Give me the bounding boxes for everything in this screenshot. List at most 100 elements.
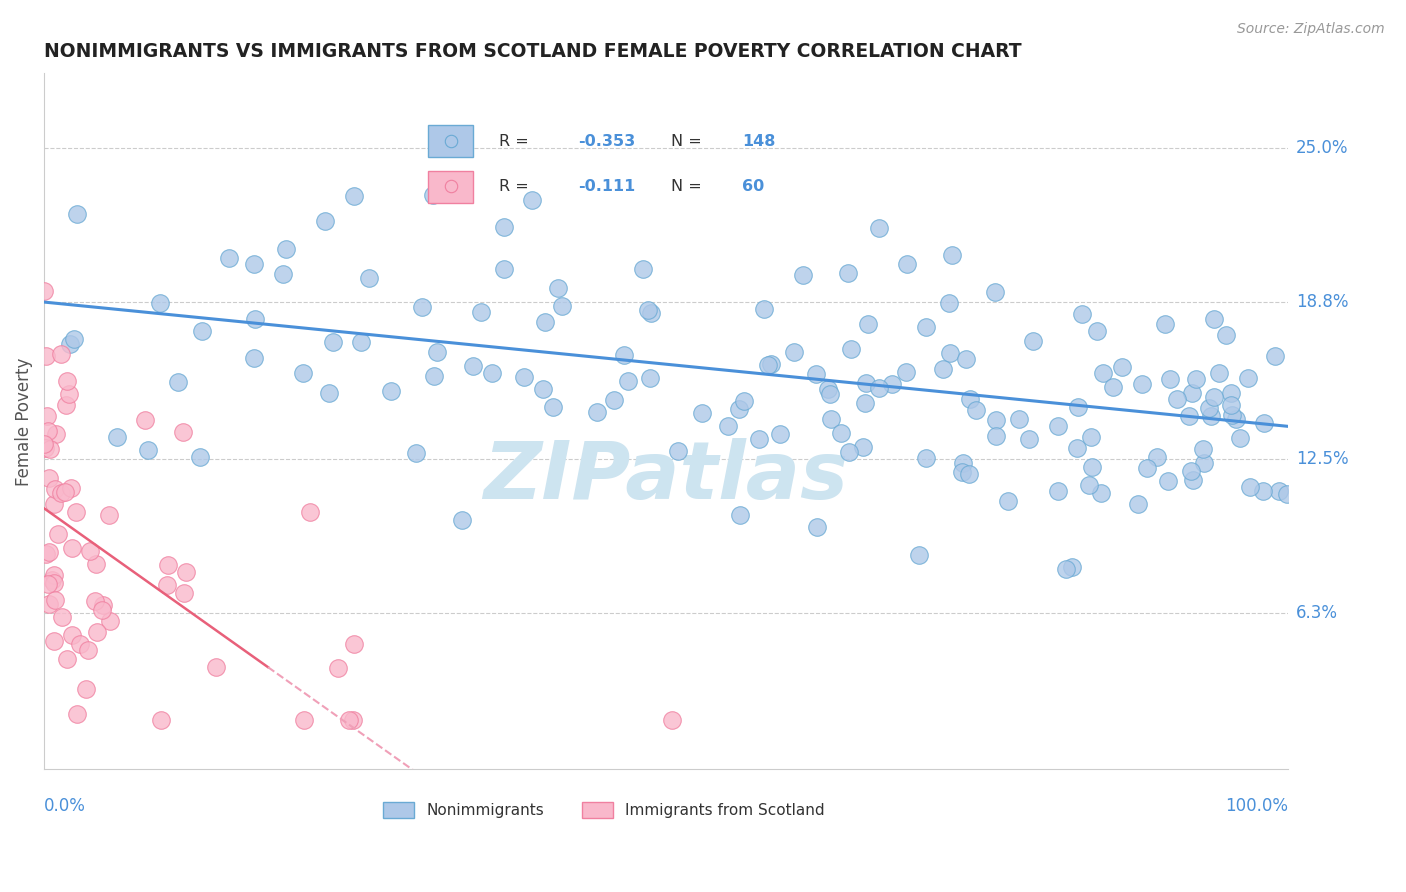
Point — [1159, 372, 1181, 386]
Point — [422, 188, 444, 202]
Point — [60, 541, 83, 555]
Point — [105, 430, 128, 444]
Point — [1268, 484, 1291, 499]
Point — [959, 392, 981, 406]
Point — [492, 261, 515, 276]
Point — [492, 219, 515, 234]
Point — [38, 545, 60, 559]
Point — [357, 271, 380, 285]
Point — [1181, 385, 1204, 400]
Point — [638, 371, 661, 385]
Point — [1062, 560, 1084, 574]
Point — [136, 443, 159, 458]
Point — [1253, 416, 1275, 430]
Point — [1066, 400, 1088, 414]
Point — [1008, 412, 1031, 426]
Point — [1136, 461, 1159, 475]
Point — [38, 597, 60, 611]
Point — [1054, 562, 1077, 576]
Point — [93, 598, 115, 612]
Point — [668, 443, 690, 458]
Point — [1215, 327, 1237, 342]
Point — [955, 351, 977, 366]
Point — [422, 369, 444, 384]
Point — [1078, 478, 1101, 492]
Point — [1085, 324, 1108, 338]
Point — [984, 413, 1007, 427]
Legend: Nonimmigrants, Immigrants from Scotland: Nonimmigrants, Immigrants from Scotland — [377, 796, 831, 824]
Point — [1146, 450, 1168, 464]
Point — [907, 549, 929, 563]
Point — [42, 497, 65, 511]
Point — [314, 214, 336, 228]
Point — [337, 713, 360, 727]
Point — [728, 402, 751, 417]
Point — [818, 386, 841, 401]
Point — [1198, 401, 1220, 416]
Point — [49, 486, 72, 500]
Point — [49, 347, 72, 361]
Point — [941, 247, 963, 261]
Point — [1192, 456, 1215, 470]
Point — [783, 344, 806, 359]
Point — [761, 357, 783, 371]
Point — [32, 285, 55, 299]
Point — [37, 576, 59, 591]
Point — [65, 207, 87, 221]
Point — [150, 713, 173, 727]
Point — [820, 411, 842, 425]
Point — [1047, 419, 1070, 434]
Point — [1239, 480, 1261, 494]
Point — [322, 335, 344, 350]
Point — [1199, 409, 1222, 423]
Point — [60, 481, 83, 495]
Point — [1225, 411, 1247, 425]
Point — [342, 713, 364, 727]
Point — [806, 520, 828, 534]
Point — [42, 634, 65, 648]
Point — [37, 409, 59, 424]
Point — [547, 281, 569, 295]
Point — [65, 706, 87, 721]
Point — [34, 441, 56, 455]
Point — [173, 586, 195, 600]
Point — [1081, 459, 1104, 474]
Point — [603, 392, 626, 407]
Point — [97, 508, 120, 522]
Point — [55, 398, 77, 412]
Point — [174, 565, 197, 579]
Point — [690, 406, 713, 420]
Point — [585, 405, 607, 419]
Point — [984, 285, 1007, 300]
Text: 18.8%: 18.8% — [1296, 293, 1348, 311]
Point — [868, 382, 890, 396]
Text: Source: ZipAtlas.com: Source: ZipAtlas.com — [1237, 22, 1385, 37]
Point — [53, 485, 76, 500]
Point — [156, 577, 179, 591]
Point — [661, 713, 683, 727]
Point — [79, 544, 101, 558]
Point — [855, 376, 877, 391]
Point — [804, 367, 827, 381]
Point — [59, 336, 82, 351]
Point — [1080, 430, 1102, 444]
Point — [481, 366, 503, 380]
Point — [531, 382, 554, 396]
Point — [44, 567, 66, 582]
Point — [852, 440, 875, 454]
Point — [1237, 371, 1260, 385]
Point — [997, 494, 1019, 508]
Point — [728, 508, 751, 523]
Point — [44, 483, 66, 497]
Point — [1156, 474, 1178, 488]
Point — [411, 300, 433, 314]
Point — [882, 377, 904, 392]
Point — [65, 505, 87, 519]
Point — [39, 442, 62, 456]
Point — [76, 643, 98, 657]
Point — [1220, 398, 1243, 412]
Point — [90, 602, 112, 616]
Point — [46, 527, 69, 541]
Point — [733, 393, 755, 408]
Text: 0.0%: 0.0% — [44, 797, 86, 815]
